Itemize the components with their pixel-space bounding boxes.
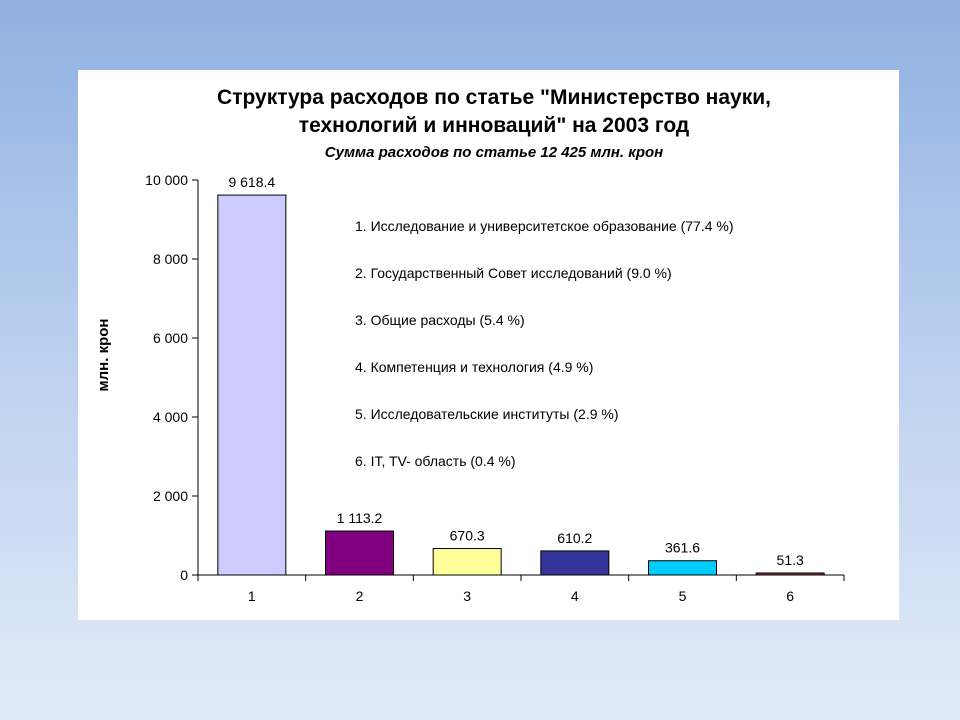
bar-3 <box>432 548 502 576</box>
legend-item-5: 5. Исследовательские институты (2.9 %) <box>355 406 619 422</box>
bars: 9 618.4 1 113.2 670.3 610.2 361.6 51.3 <box>217 174 825 576</box>
data-label-6: 51.3 <box>777 552 804 568</box>
legend-item-3: 3. Общие расходы (5.4 %) <box>355 312 525 328</box>
x-tick-label: 5 <box>679 588 687 604</box>
data-label-2: 1 113.2 <box>337 510 383 526</box>
chart-subtitle: Сумма расходов по статье 12 425 млн. кро… <box>325 144 663 161</box>
data-label-4: 610.2 <box>557 530 592 546</box>
bar-chart: Структура расходов по статье "Министерст… <box>95 86 845 604</box>
data-label-3: 670.3 <box>450 528 485 544</box>
axes <box>197 180 844 576</box>
bar-1 <box>217 194 287 576</box>
y-tick-label: 0 <box>180 567 188 583</box>
chart-title-line-2: технологий и инноваций" на 2003 год <box>299 114 689 137</box>
y-tick-label: 4 000 <box>153 409 188 425</box>
data-label-1: 9 618.4 <box>228 174 275 190</box>
bar-5 <box>648 560 717 576</box>
x-tick-label: 2 <box>356 588 364 604</box>
bar-6 <box>755 572 825 576</box>
legend-item-6: 6. IT, TV- область (0.4 %) <box>355 453 516 469</box>
y-tick-label: 8 000 <box>153 251 188 267</box>
chart-panel: Структура расходов по статье "Министерст… <box>78 70 899 620</box>
legend-item-2: 2. Государственный Совет исследований (9… <box>355 265 672 281</box>
bar-4 <box>540 550 610 576</box>
legend: 1. Исследование и университетское образо… <box>355 218 734 469</box>
y-ticks: 0 2 000 4 000 6 000 8 000 10 000 <box>145 172 198 583</box>
x-tick-label: 3 <box>463 588 471 604</box>
x-tick-label: 6 <box>786 588 794 604</box>
bar-2 <box>325 530 394 576</box>
x-tick-label: 1 <box>248 588 256 604</box>
x-ticks: 1 2 3 4 5 6 <box>197 575 845 604</box>
y-tick-label: 2 000 <box>153 488 188 504</box>
y-tick-label: 10 000 <box>145 172 188 188</box>
legend-item-4: 4. Компетенция и технология (4.9 %) <box>355 359 593 375</box>
y-tick-label: 6 000 <box>153 330 188 346</box>
x-tick-label: 4 <box>571 588 579 604</box>
legend-item-1: 1. Исследование и университетское образо… <box>355 218 734 234</box>
chart-title-line-1: Структура расходов по статье "Министерст… <box>217 86 771 109</box>
data-label-5: 361.6 <box>665 540 700 556</box>
y-axis-label: млн. крон <box>95 319 112 392</box>
